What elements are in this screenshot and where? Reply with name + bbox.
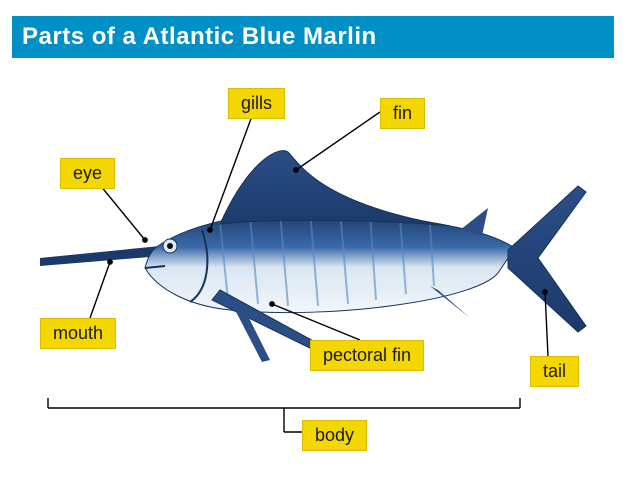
fish-bill [40,246,162,266]
fish-body-shape [145,212,515,313]
label-mouth: mouth [40,318,116,349]
fish-eye-pupil [167,243,173,249]
diagram-canvas: Parts of a Atlantic Blue Marlin [0,0,626,500]
label-tail: tail [530,356,579,387]
label-gills: gills [228,88,285,119]
fish-tail [508,186,586,332]
label-eye: eye [60,158,115,189]
label-pectoral-fin: pectoral fin [310,340,424,371]
title-bar: Parts of a Atlantic Blue Marlin [12,16,614,58]
label-body: body [302,420,367,451]
title-text: Parts of a Atlantic Blue Marlin [22,23,377,51]
label-fin: fin [380,98,425,129]
fish-dorsal-fin [220,151,450,226]
